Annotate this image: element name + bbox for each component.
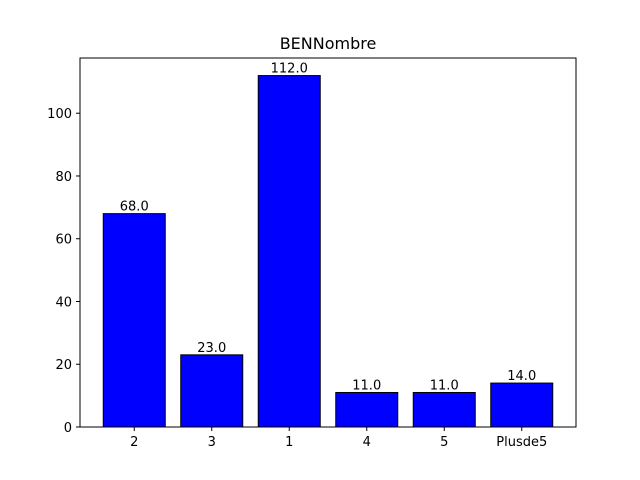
y-tick-label: 0 bbox=[64, 421, 72, 436]
x-tick-label: 4 bbox=[363, 435, 371, 450]
x-tick-label: 1 bbox=[285, 435, 293, 450]
bar-1 bbox=[257, 75, 321, 428]
bar-3 bbox=[180, 354, 244, 428]
y-tick-label: 40 bbox=[55, 295, 72, 310]
x-tick-label: 3 bbox=[208, 435, 216, 450]
bar-Plusde5 bbox=[490, 382, 554, 428]
y-tick-label: 100 bbox=[47, 107, 72, 122]
bar-4 bbox=[335, 391, 399, 428]
bars-group: 68.0 23.0 112.0 11.0 11.0 14.0 bbox=[102, 62, 554, 428]
bar-value-label: 23.0 bbox=[197, 341, 226, 356]
bar-value-label: 68.0 bbox=[120, 200, 149, 215]
x-tick-label: 5 bbox=[440, 435, 448, 450]
chart-title: BENNombre bbox=[280, 34, 377, 53]
bar-value-label: 112.0 bbox=[271, 62, 308, 77]
ticks-group: 2 3 1 4 5 Plusde5 0 20 40 60 80 100 bbox=[47, 107, 547, 450]
x-tick-label: Plusde5 bbox=[496, 435, 547, 450]
y-tick-label: 80 bbox=[55, 170, 72, 185]
y-tick-label: 20 bbox=[55, 358, 72, 373]
bar-value-label: 11.0 bbox=[352, 378, 381, 393]
y-tick-label: 60 bbox=[55, 233, 72, 248]
bar-5 bbox=[412, 391, 476, 428]
bar-value-label: 14.0 bbox=[507, 369, 536, 384]
x-tick-label: 2 bbox=[130, 435, 138, 450]
bar-2 bbox=[102, 213, 166, 428]
plot-frame bbox=[79, 57, 577, 428]
bar-value-label: 11.0 bbox=[430, 378, 459, 393]
